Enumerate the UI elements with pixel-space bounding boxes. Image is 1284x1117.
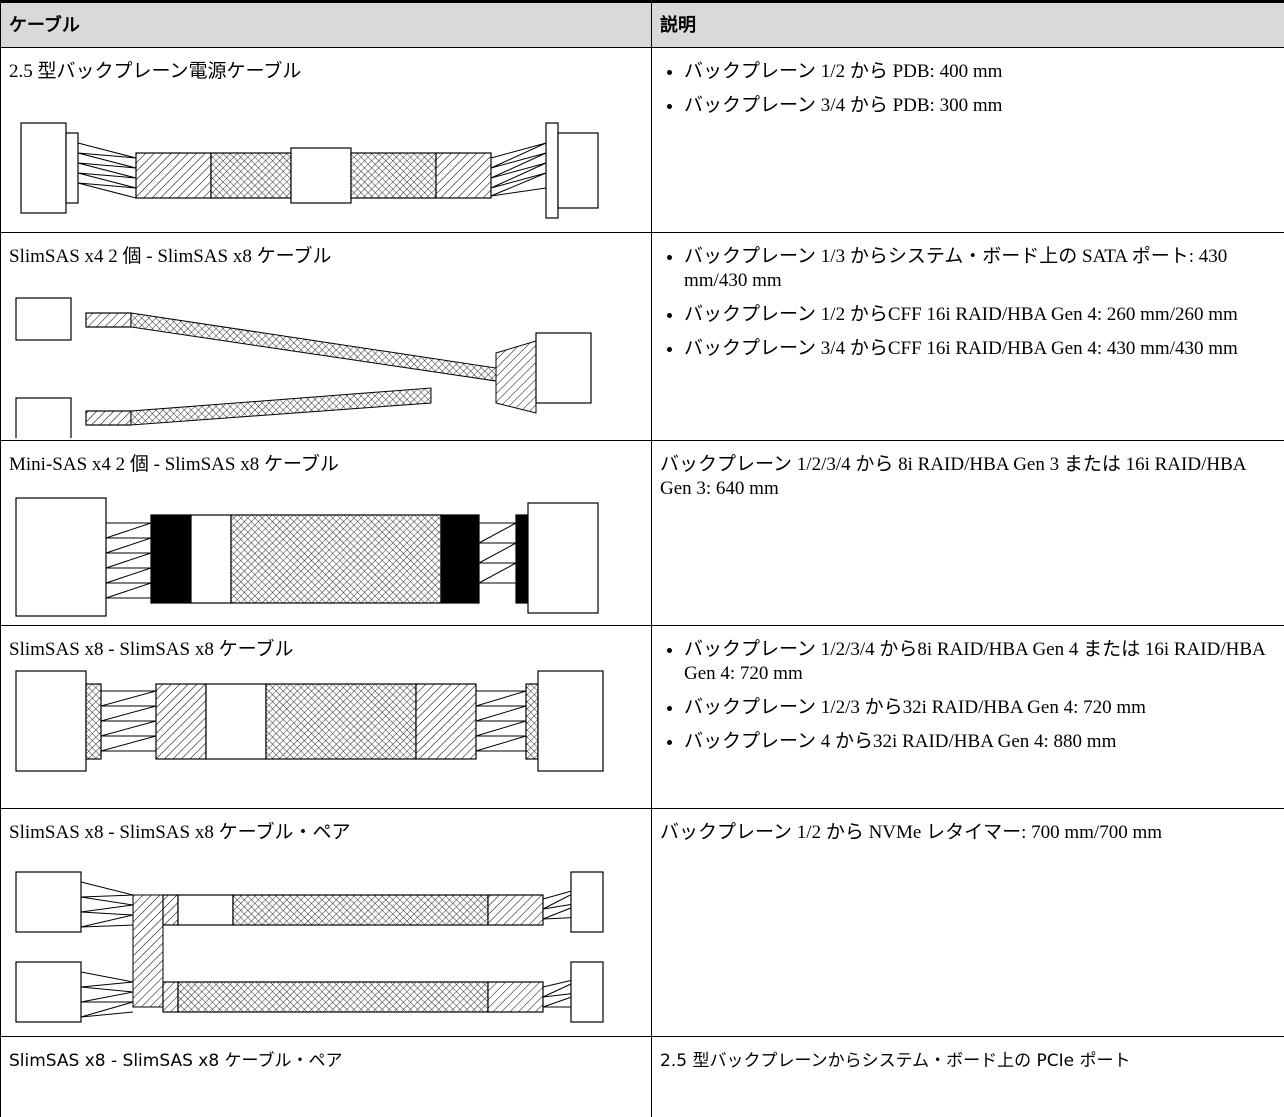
description-cell: バックプレーン 1/2 から NVMe レタイマー: 700 mm/700 mm — [652, 809, 1284, 1037]
cable-name: SlimSAS x8 - SlimSAS x8 ケーブル・ペア — [9, 822, 351, 843]
cable-cell: SlimSAS x8 - SlimSAS x8 ケーブル・ペア — [0, 809, 652, 1037]
description-cell: バックプレーン 1/2/3/4 から 8i RAID/HBA Gen 3 または… — [652, 441, 1284, 626]
description: 2.5 型バックプレーンからシステム・ボード上の PCIe ポート — [660, 1051, 1131, 1071]
cable-cell: SlimSAS x8 - SlimSAS x8 ケーブル — [0, 626, 652, 809]
description: バックプレーン 1/2/3/4 から 8i RAID/HBA Gen 3 または… — [660, 454, 1246, 499]
description-cell: バックプレーン 1/3 からシステム・ボード上の SATA ポート: 430 m… — [652, 233, 1284, 441]
cable-name: SlimSAS x8 - SlimSAS x8 ケーブル・ペア — [9, 1051, 343, 1071]
cable-illustration — [20, 122, 599, 219]
cable-illustration — [15, 670, 604, 772]
cable-cell: SlimSAS x4 2 個 - SlimSAS x8 ケーブル — [0, 233, 652, 441]
bullet: バックプレーン 3/4 からCFF 16i RAID/HBA Gen 4: 43… — [684, 337, 1276, 361]
bullet-list: バックプレーン 1/2/3/4 から8i RAID/HBA Gen 4 または … — [660, 638, 1276, 754]
description-cell: バックプレーン 1/2/3/4 から8i RAID/HBA Gen 4 または … — [652, 626, 1284, 809]
bullet: バックプレーン 1/2 からCFF 16i RAID/HBA Gen 4: 26… — [684, 303, 1276, 327]
cable-cell: Mini-SAS x4 2 個 - SlimSAS x8 ケーブル — [0, 441, 652, 626]
cable-illustration — [15, 297, 592, 438]
bullet: バックプレーン 1/2/3/4 から8i RAID/HBA Gen 4 または … — [684, 638, 1276, 686]
header-cell: 説明 — [652, 3, 1284, 48]
bullet-list: バックプレーン 1/3 からシステム・ボード上の SATA ポート: 430 m… — [660, 245, 1276, 361]
bullet-list: バックプレーン 1/2 から PDB: 400 mm バックプレーン 3/4 から… — [660, 60, 1276, 118]
cable-name: SlimSAS x4 2 個 - SlimSAS x8 ケーブル — [9, 246, 332, 267]
cable-illustration — [15, 871, 604, 1023]
bullet: バックプレーン 3/4 から PDB: 300 mm — [684, 94, 1276, 118]
cable-name: 2.5 型バックプレーン電源ケーブル — [9, 61, 302, 82]
bullet: バックプレーン 1/2/3 から32i RAID/HBA Gen 4: 720 … — [684, 696, 1276, 720]
cable-name: Mini-SAS x4 2 個 - SlimSAS x8 ケーブル — [9, 454, 339, 475]
description-cell: バックプレーン 1/2 から PDB: 400 mm バックプレーン 3/4 から… — [652, 48, 1284, 233]
bullet: バックプレーン 1/3 からシステム・ボード上の SATA ポート: 430 m… — [684, 245, 1276, 293]
bullet: バックプレーン 1/2 から PDB: 400 mm — [684, 60, 1276, 84]
cable-cell: 2.5 型バックプレーン電源ケーブル — [0, 48, 652, 233]
description-cell: 2.5 型バックプレーンからシステム・ボード上の PCIe ポート — [652, 1037, 1284, 1117]
cable-name: SlimSAS x8 - SlimSAS x8 ケーブル — [9, 639, 294, 660]
cable-cell: SlimSAS x8 - SlimSAS x8 ケーブル・ペア — [0, 1037, 652, 1117]
top-rule — [0, 0, 1284, 3]
description: バックプレーン 1/2 から NVMe レタイマー: 700 mm/700 mm — [660, 822, 1163, 843]
cable-illustration — [15, 497, 599, 617]
bullet: バックプレーン 4 から32i RAID/HBA Gen 4: 880 mm — [684, 730, 1276, 754]
header-cell: ケーブル — [0, 3, 652, 48]
